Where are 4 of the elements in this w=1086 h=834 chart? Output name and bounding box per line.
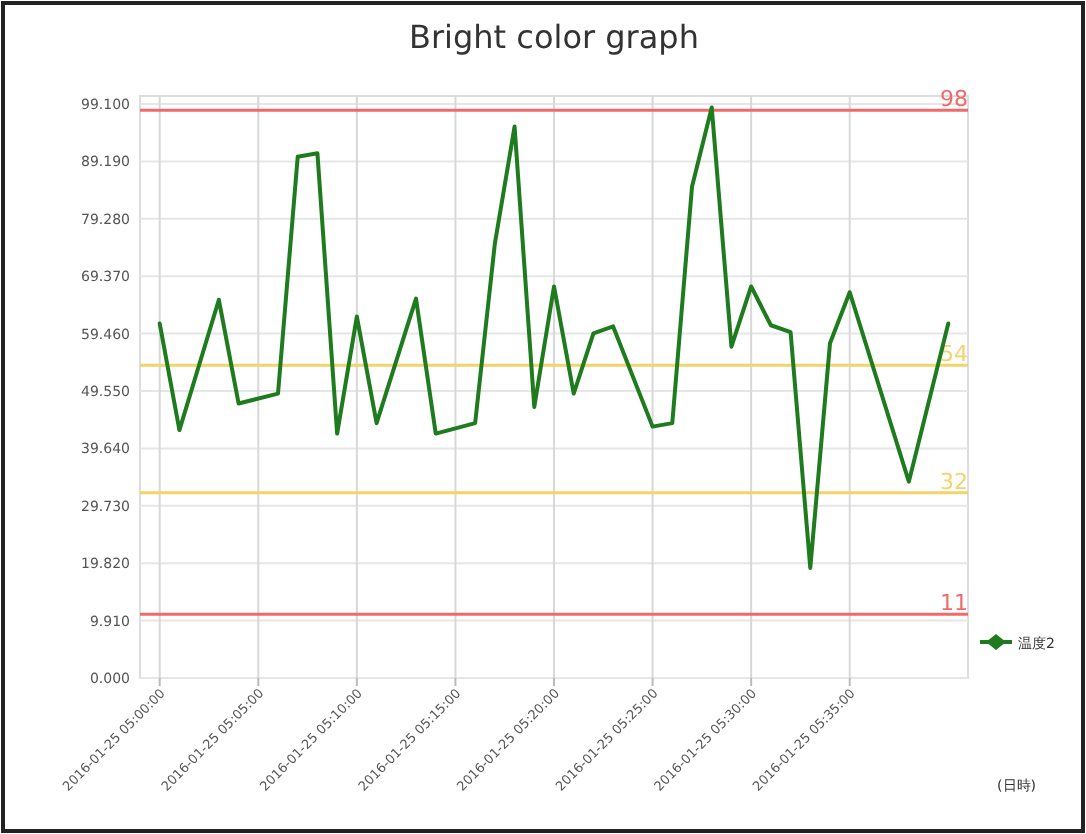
ref-line-label: 98 xyxy=(940,86,968,113)
ref-line-label: 11 xyxy=(940,590,968,617)
ref-line-label: 32 xyxy=(940,468,968,495)
chart-title: Bright color graph xyxy=(409,18,699,56)
